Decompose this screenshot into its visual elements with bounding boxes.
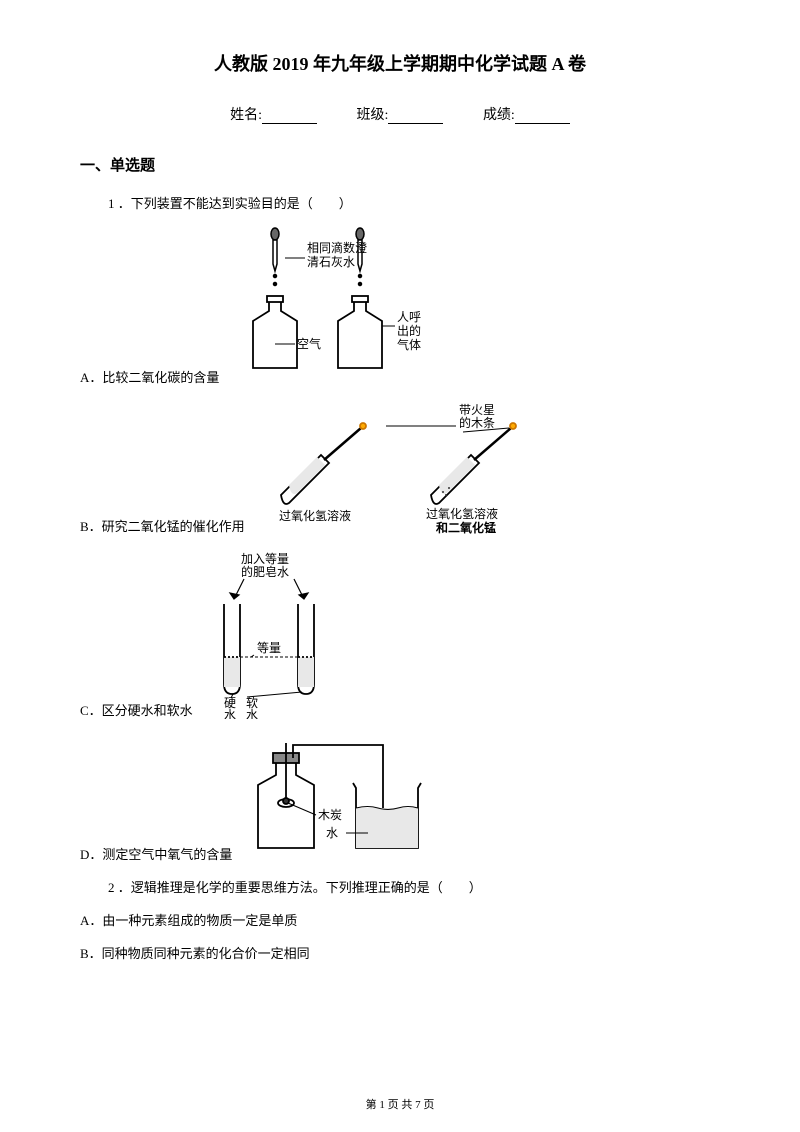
option-a-diagram: 相同滴数澄清石灰水 空气 人呼出的气体 xyxy=(225,226,465,386)
class-blank xyxy=(388,123,443,124)
svg-text:空气: 空气 xyxy=(297,336,321,351)
svg-text:硬水: 硬水 xyxy=(224,696,236,719)
score-label: 成绩: xyxy=(483,108,515,123)
svg-text:等量: 等量 xyxy=(257,641,281,655)
option-c-diagram: 加入等量的肥皂水 等量 硬水 软水 xyxy=(199,549,349,719)
svg-text:软水: 软水 xyxy=(246,696,258,719)
option-c-row: C．区分硬水和软水 加入等量的肥皂水 等量 硬水 xyxy=(80,549,720,719)
option-d-label: D．测定空气中氧气的含量 xyxy=(80,844,232,863)
svg-text:带火星的木条: 带火星的木条 xyxy=(459,403,495,430)
option-a-row: A．比较二氧化碳的含量 相同滴数澄清石灰水 xyxy=(80,226,720,386)
option-b-row: B．研究二氧化锰的催化作用 带火星的木条 过氧化氢 xyxy=(80,400,720,535)
class-label: 班级: xyxy=(357,108,389,123)
student-info-line: 姓名: 班级: 成绩: xyxy=(80,104,720,124)
question-1-text: 1 ．下列装置不能达到实验目的是（ ） xyxy=(108,193,720,212)
option-c-label: C．区分硬水和软水 xyxy=(80,700,193,719)
document-title: 人教版 2019 年九年级上学期期中化学试题 A 卷 xyxy=(80,50,720,76)
name-label: 姓名: xyxy=(230,108,262,123)
question-2-text: 2 ．逻辑推理是化学的重要思维方法。下列推理正确的是（ ） xyxy=(108,877,720,896)
score-blank xyxy=(515,123,570,124)
svg-text:过氧化氢溶液: 过氧化氢溶液 xyxy=(279,508,351,523)
q2-option-a: A．由一种元素组成的物质一定是单质 xyxy=(80,910,720,929)
svg-text:木炭: 木炭 xyxy=(318,808,342,822)
svg-text:加入等量的肥皂水: 加入等量的肥皂水 xyxy=(241,552,289,579)
q2-option-b: B．同种物质同种元素的化合价一定相同 xyxy=(80,943,720,962)
option-d-diagram: 木炭 水 xyxy=(238,733,448,863)
option-b-diagram: 带火星的木条 过氧化氢溶液 过氧化氢溶液和二氧化锰 xyxy=(251,400,551,535)
svg-text:水: 水 xyxy=(326,826,338,840)
section-1-header: 一、单选题 xyxy=(80,154,720,175)
option-a-label: A．比较二氧化碳的含量 xyxy=(80,367,219,386)
svg-text:过氧化氢溶液和二氧化锰: 过氧化氢溶液和二氧化锰 xyxy=(426,506,498,535)
option-b-label: B．研究二氧化锰的催化作用 xyxy=(80,516,245,535)
name-blank xyxy=(262,123,317,124)
svg-text:人呼出的气体: 人呼出的气体 xyxy=(397,310,421,352)
option-d-row: D．测定空气中氧气的含量 木炭 水 xyxy=(80,733,720,863)
page-footer: 第 1 页 共 7 页 xyxy=(0,1096,800,1112)
